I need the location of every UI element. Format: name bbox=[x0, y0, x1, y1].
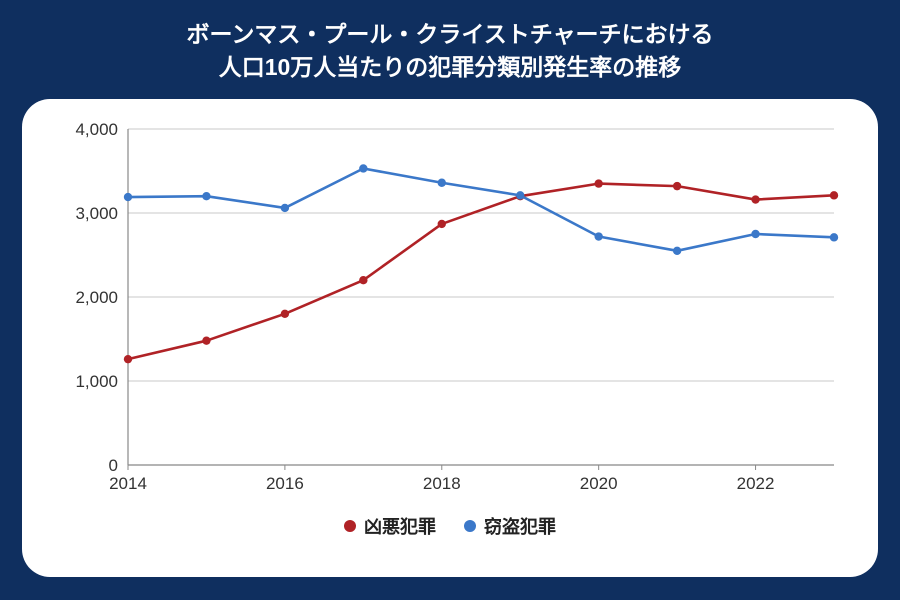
legend-item-1: 窃盗犯罪 bbox=[464, 513, 556, 539]
legend-dot-1 bbox=[464, 520, 476, 532]
legend: 凶悪犯罪 窃盗犯罪 bbox=[50, 513, 850, 539]
title-line-1: ボーンマス・プール・クライストチャーチにおける bbox=[0, 18, 900, 51]
legend-label-1: 窃盗犯罪 bbox=[484, 513, 556, 539]
chart-plot: 0 1,000 2,000 3,000 4,000 2014 2016 2018 2020 202… bbox=[50, 119, 850, 499]
svg-text:2018: 2018 bbox=[423, 474, 461, 493]
svg-text:1,000: 1,000 bbox=[75, 372, 118, 391]
svg-text:4,000: 4,000 bbox=[75, 120, 118, 139]
svg-text:2020: 2020 bbox=[580, 474, 618, 493]
chart-card: 0 1,000 2,000 3,000 4,000 2014 2016 2018 2020 202… bbox=[22, 99, 878, 577]
chart-svg: 0 1,000 2,000 3,000 4,000 2014 2016 2018 2020 202… bbox=[50, 119, 846, 499]
svg-text:2014: 2014 bbox=[109, 474, 147, 493]
svg-text:0: 0 bbox=[109, 456, 118, 475]
legend-label-0: 凶悪犯罪 bbox=[364, 513, 436, 539]
svg-text:2,000: 2,000 bbox=[75, 288, 118, 307]
title-line-2: 人口10万人当たりの犯罪分類別発生率の推移 bbox=[0, 51, 900, 84]
chart-title: ボーンマス・プール・クライストチャーチにおける 人口10万人当たりの犯罪分類別発… bbox=[0, 0, 900, 99]
svg-text:2022: 2022 bbox=[737, 474, 775, 493]
legend-dot-0 bbox=[344, 520, 356, 532]
svg-text:3,000: 3,000 bbox=[75, 204, 118, 223]
legend-item-0: 凶悪犯罪 bbox=[344, 513, 436, 539]
svg-text:2016: 2016 bbox=[266, 474, 304, 493]
